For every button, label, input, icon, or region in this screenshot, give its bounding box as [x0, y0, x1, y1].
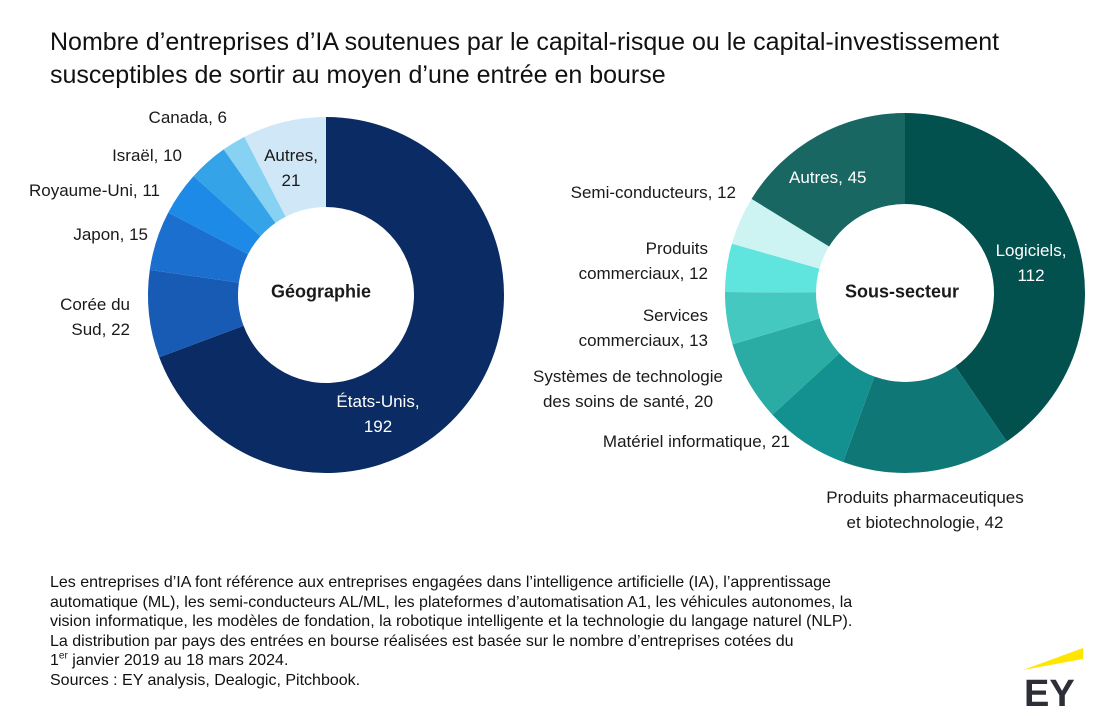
slice-autres — [751, 113, 905, 247]
note-line: automatique (ML), les semi-conducteurs A… — [50, 593, 853, 611]
slice-logiciels — [905, 113, 1086, 442]
note-date-day: 1 — [50, 652, 59, 669]
label-canada: Canada, 6 — [148, 108, 227, 127]
label-royaume-uni: Royaume-Uni, 11 — [28, 181, 160, 200]
slice-produits-commerciaux — [725, 243, 820, 293]
slice-produits-pharmaceutiques-et-biotechnologie — [843, 366, 1007, 474]
note-line: La distribution par pays des entrées en … — [50, 632, 794, 650]
sources: Sources : EY analysis, Dealogic, Pitchbo… — [50, 671, 361, 689]
label-etats-unis: États-Unis, 192 — [336, 392, 420, 436]
note-line: 1er janvier 2019 au 18 mars 2024. — [50, 651, 852, 671]
label-services: Services commerciaux, 13 — [578, 306, 708, 350]
slice-japon — [149, 212, 249, 283]
slice-semi-conducteurs — [731, 198, 830, 269]
slice-autres — [244, 117, 326, 217]
label-autres-secteur: Autres, 45 — [789, 168, 867, 187]
slice-cor-e-du-sud — [148, 269, 244, 358]
slice-services-commerciaux — [724, 291, 820, 345]
slice-mat-riel-informatique — [772, 353, 875, 462]
slice-royaume-uni — [168, 176, 261, 255]
label-semi-conducteurs: Semi-conducteurs, 12 — [570, 183, 736, 202]
label-logiciels: Logiciels, 112 — [995, 241, 1067, 285]
note-superscript: er — [58, 650, 68, 662]
note-line: vision informatique, les modèles de fond… — [50, 613, 853, 630]
label-pharma: Produits pharmaceutiques et biotechnologi… — [826, 488, 1024, 532]
chart-title: Nombre d’entreprises d’IA soutenues par … — [50, 28, 1000, 89]
slice-canada — [223, 136, 286, 223]
label-japon: Japon, 15 — [73, 225, 148, 244]
label-materiel: Matériel informatique, 21 — [602, 432, 790, 451]
footnotes: Les entreprises d’IA font référence aux … — [50, 573, 852, 690]
label-autres-geo: Autres, 21 — [264, 146, 318, 190]
label-produits-commerciaux: Produits commerciaux, 12 — [578, 239, 708, 283]
slice-isra-l — [193, 149, 276, 237]
label-systemes: Systèmes de technologie des soins de sant… — [533, 367, 723, 411]
svg-text:EY: EY — [1024, 673, 1075, 710]
ey-logo: EY — [1023, 648, 1083, 710]
center-label-geographie: Géographie — [270, 281, 372, 302]
label-coree-du-sud: Corée du Sud, 22 — [60, 295, 130, 339]
label-israel: Israël, 10 — [112, 146, 182, 165]
slice--tats-unis — [159, 117, 505, 473]
note-date-rest: janvier 2019 au 18 mars 2024. — [67, 652, 289, 669]
note-line: Les entreprises d’IA font référence aux … — [50, 574, 831, 591]
center-label-sous-secteur: Sous-secteur — [844, 281, 960, 302]
slice-syst-mes-de-technologie-des-soins-de-sant- — [732, 318, 840, 415]
